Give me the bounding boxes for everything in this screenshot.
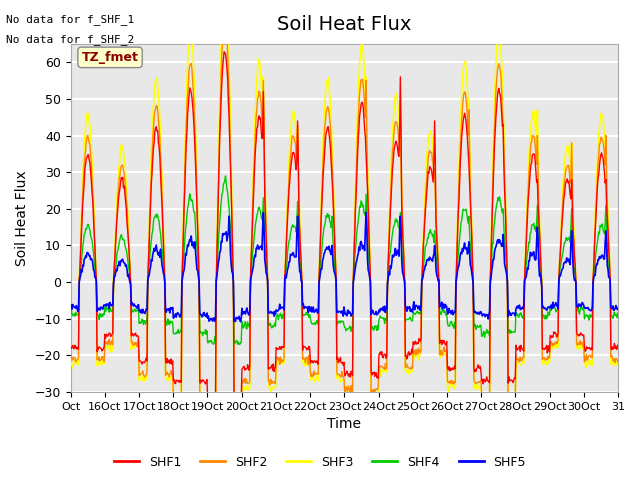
Title: Soil Heat Flux: Soil Heat Flux bbox=[277, 15, 412, 34]
X-axis label: Time: Time bbox=[327, 418, 362, 432]
Text: TZ_fmet: TZ_fmet bbox=[81, 51, 138, 64]
Text: No data for f_SHF_1: No data for f_SHF_1 bbox=[6, 14, 134, 25]
Legend: SHF1, SHF2, SHF3, SHF4, SHF5: SHF1, SHF2, SHF3, SHF4, SHF5 bbox=[109, 451, 531, 474]
Text: No data for f_SHF_2: No data for f_SHF_2 bbox=[6, 34, 134, 45]
Y-axis label: Soil Heat Flux: Soil Heat Flux bbox=[15, 170, 29, 266]
